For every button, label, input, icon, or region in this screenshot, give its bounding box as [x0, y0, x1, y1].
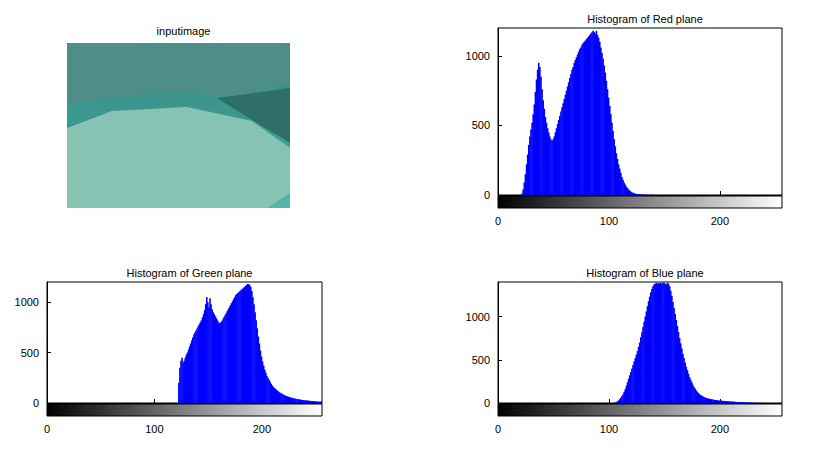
svg-text:0: 0 [495, 215, 501, 227]
svg-text:100: 100 [600, 215, 618, 227]
svg-text:200: 200 [711, 215, 729, 227]
svg-text:1000: 1000 [466, 50, 490, 62]
svg-text:0: 0 [44, 423, 50, 435]
svg-text:200: 200 [711, 423, 729, 435]
svg-text:Histogram of Blue plane: Histogram of Blue plane [586, 267, 703, 279]
svg-text:1000: 1000 [15, 296, 39, 308]
svg-text:0: 0 [495, 423, 501, 435]
svg-text:500: 500 [472, 119, 490, 131]
svg-text:100: 100 [600, 423, 618, 435]
svg-text:Histogram of Red plane: Histogram of Red plane [587, 13, 703, 25]
svg-text:0: 0 [33, 397, 39, 409]
svg-text:1000: 1000 [466, 311, 490, 323]
svg-text:200: 200 [253, 423, 271, 435]
svg-text:100: 100 [145, 423, 163, 435]
svg-text:500: 500 [472, 354, 490, 366]
svg-text:0: 0 [484, 189, 490, 201]
svg-text:inputimage: inputimage [157, 25, 211, 37]
svg-text:0: 0 [484, 397, 490, 409]
svg-text:Histogram of Green plane: Histogram of Green plane [127, 267, 253, 279]
svg-text:500: 500 [21, 347, 39, 359]
